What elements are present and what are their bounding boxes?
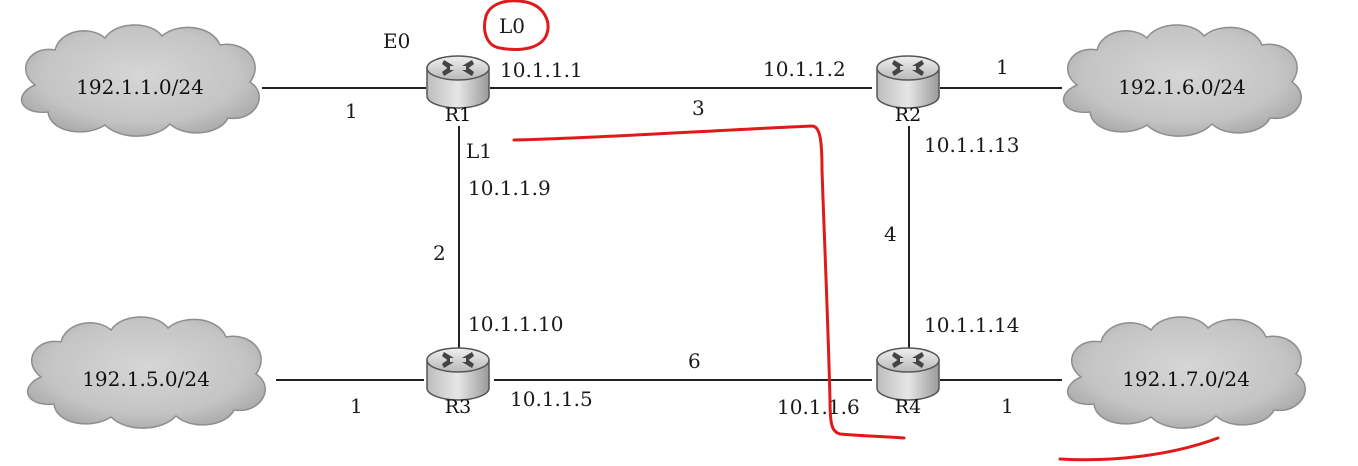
cost-label: 3 (692, 96, 705, 120)
address-label: 10.1.1.5 (510, 387, 593, 411)
cloud-net-192-1-6-0: 192.1.6.0/24 (1062, 24, 1302, 137)
red-annotations (483, 0, 1220, 462)
address-label: 10.1.1.10 (468, 312, 563, 336)
network-label: 192.1.1.0/24 (76, 75, 204, 99)
router-label: R4 (895, 396, 921, 418)
address-label: 10.1.1.6 (777, 395, 860, 419)
interface-label-l0: L0 (499, 14, 525, 38)
cost-label: 2 (433, 241, 446, 265)
interface-label-e0: E0 (383, 29, 410, 53)
router-icon (876, 347, 940, 401)
path-annotation (512, 124, 906, 440)
address-label: 10.1.1.9 (468, 176, 551, 200)
cost-label: 1 (1001, 394, 1014, 418)
cloud-net-192-1-7-0: 192.1.7.0/24 (1066, 316, 1306, 429)
router-r2: R2 (876, 55, 940, 126)
router-r3: R3 (426, 347, 490, 418)
router-r4: R4 (876, 347, 940, 418)
cost-label: 6 (688, 349, 701, 373)
router-icon (426, 347, 490, 401)
cost-label: 1 (996, 55, 1009, 79)
cost-label: 1 (350, 394, 363, 418)
router-icon (876, 55, 940, 109)
cloud-net-192-1-5-0: 192.1.5.0/24 (26, 316, 266, 429)
network-label: 192.1.7.0/24 (1122, 367, 1250, 391)
router-label: R1 (445, 104, 471, 126)
links (262, 87, 1062, 381)
address-label: 10.1.1.13 (924, 133, 1019, 157)
router-r1: R1 (426, 55, 490, 126)
address-label: 10.1.1.14 (924, 313, 1019, 337)
cloud-net-192-1-1-0: 192.1.1.0/24 (20, 24, 260, 137)
interface-label-l1: L1 (466, 139, 492, 163)
router-icon (426, 55, 490, 109)
network-label: 192.1.6.0/24 (1118, 75, 1246, 99)
address-label: 10.1.1.1 (500, 58, 583, 82)
cost-label: 4 (884, 222, 897, 246)
network-label: 192.1.5.0/24 (82, 367, 210, 391)
cost-label: 1 (345, 99, 358, 123)
address-label: 10.1.1.2 (763, 57, 846, 81)
circle-around-l0 (483, 0, 550, 51)
underline-annotation (1058, 436, 1220, 462)
router-label: R3 (445, 396, 471, 418)
router-label: R2 (895, 104, 921, 126)
